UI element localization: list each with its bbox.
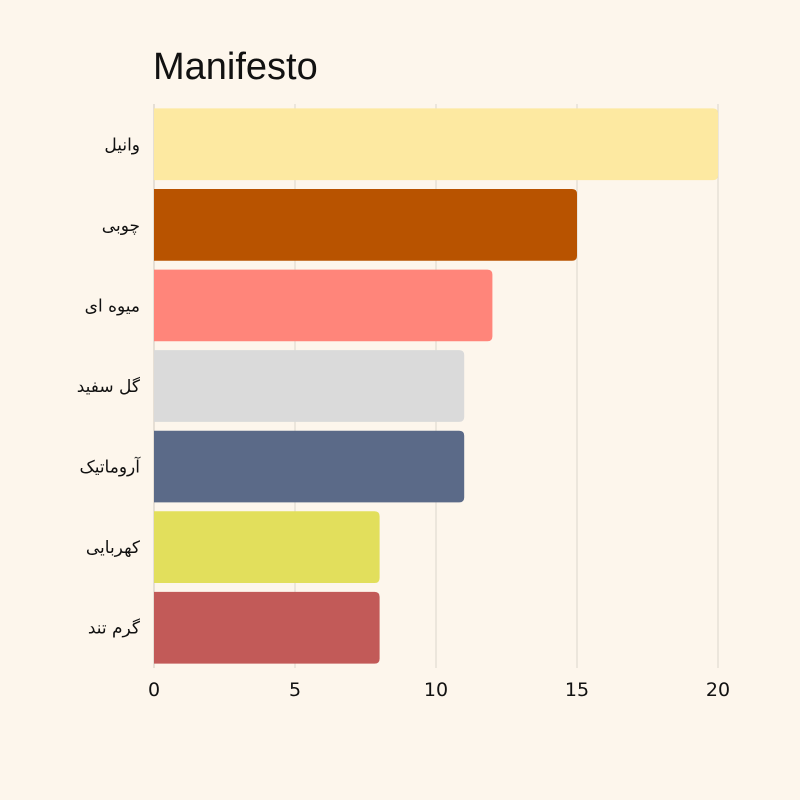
category-label-layer: وانیل چوبی میوه ای گل سفید آروماتیک کهربایی گر… [77,135,142,638]
category-label: چوبی [102,216,140,236]
category-label: کهربایی [86,538,141,558]
bar [154,591,380,664]
x-tick-layer: 0 5 10 15 20 [148,679,730,701]
bar [154,189,577,261]
bar-layer [154,108,718,664]
x-tick-label: 15 [565,679,589,701]
x-tick-label: 20 [706,679,730,701]
category-label: گرم تند [88,618,141,639]
category-label: وانیل [104,135,140,155]
x-tick-label: 0 [148,679,160,701]
bar [154,108,718,181]
bar [154,269,493,342]
category-label: گل سفید [77,376,141,397]
category-label: آروماتیک [79,456,141,478]
bar [154,511,380,583]
bar [154,430,465,503]
chart-title: Manifesto [153,46,318,88]
x-tick-label: 5 [289,679,301,701]
bar [154,350,465,422]
x-tick-label: 10 [424,679,448,701]
category-label: میوه ای [85,296,140,316]
